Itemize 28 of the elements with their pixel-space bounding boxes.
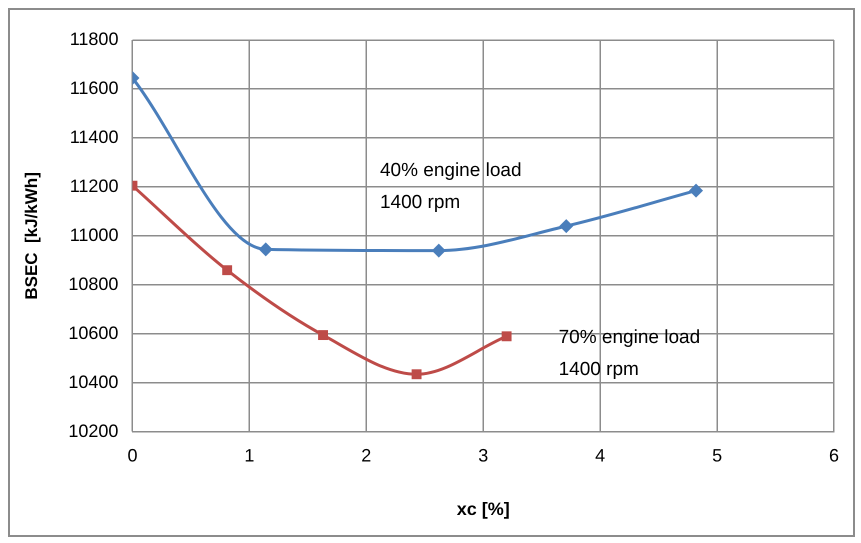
y-tick-label: 11400: [70, 126, 118, 147]
y-tick-label: 10200: [68, 420, 118, 441]
point: [432, 244, 446, 258]
y-tick-label: 10800: [68, 274, 118, 294]
point: [412, 369, 422, 380]
point: [559, 219, 574, 234]
x-axis-title: xc [%]: [456, 499, 510, 520]
x-tick-label: 6: [828, 446, 839, 466]
series-label: 40% engine load 1400 rpm: [380, 160, 522, 214]
point: [258, 242, 273, 256]
x-tick-label: 5: [712, 446, 722, 466]
y-tick-label: 11200: [70, 176, 118, 196]
x-tick-label: 4: [595, 446, 606, 466]
y-tick-label: 11800: [70, 28, 118, 49]
point: [502, 331, 512, 342]
y-tick-label: 10600: [68, 322, 118, 343]
point: [222, 265, 232, 276]
y-axis-title: BSEC [kJ/kWh]: [22, 172, 41, 300]
x-tick-label: 2: [361, 446, 372, 466]
y-tick-label: 10400: [68, 372, 118, 392]
point: [318, 330, 328, 340]
x-tick-label: 0: [127, 446, 138, 466]
point: [689, 184, 704, 198]
text: 70% engine load 1400 rpm: [558, 327, 700, 380]
y-tick-label: 11600: [70, 78, 118, 98]
y-tick-label: 11000: [70, 224, 118, 245]
x-tick-label: 3: [478, 446, 488, 466]
x-tick-label: 1: [244, 446, 254, 466]
